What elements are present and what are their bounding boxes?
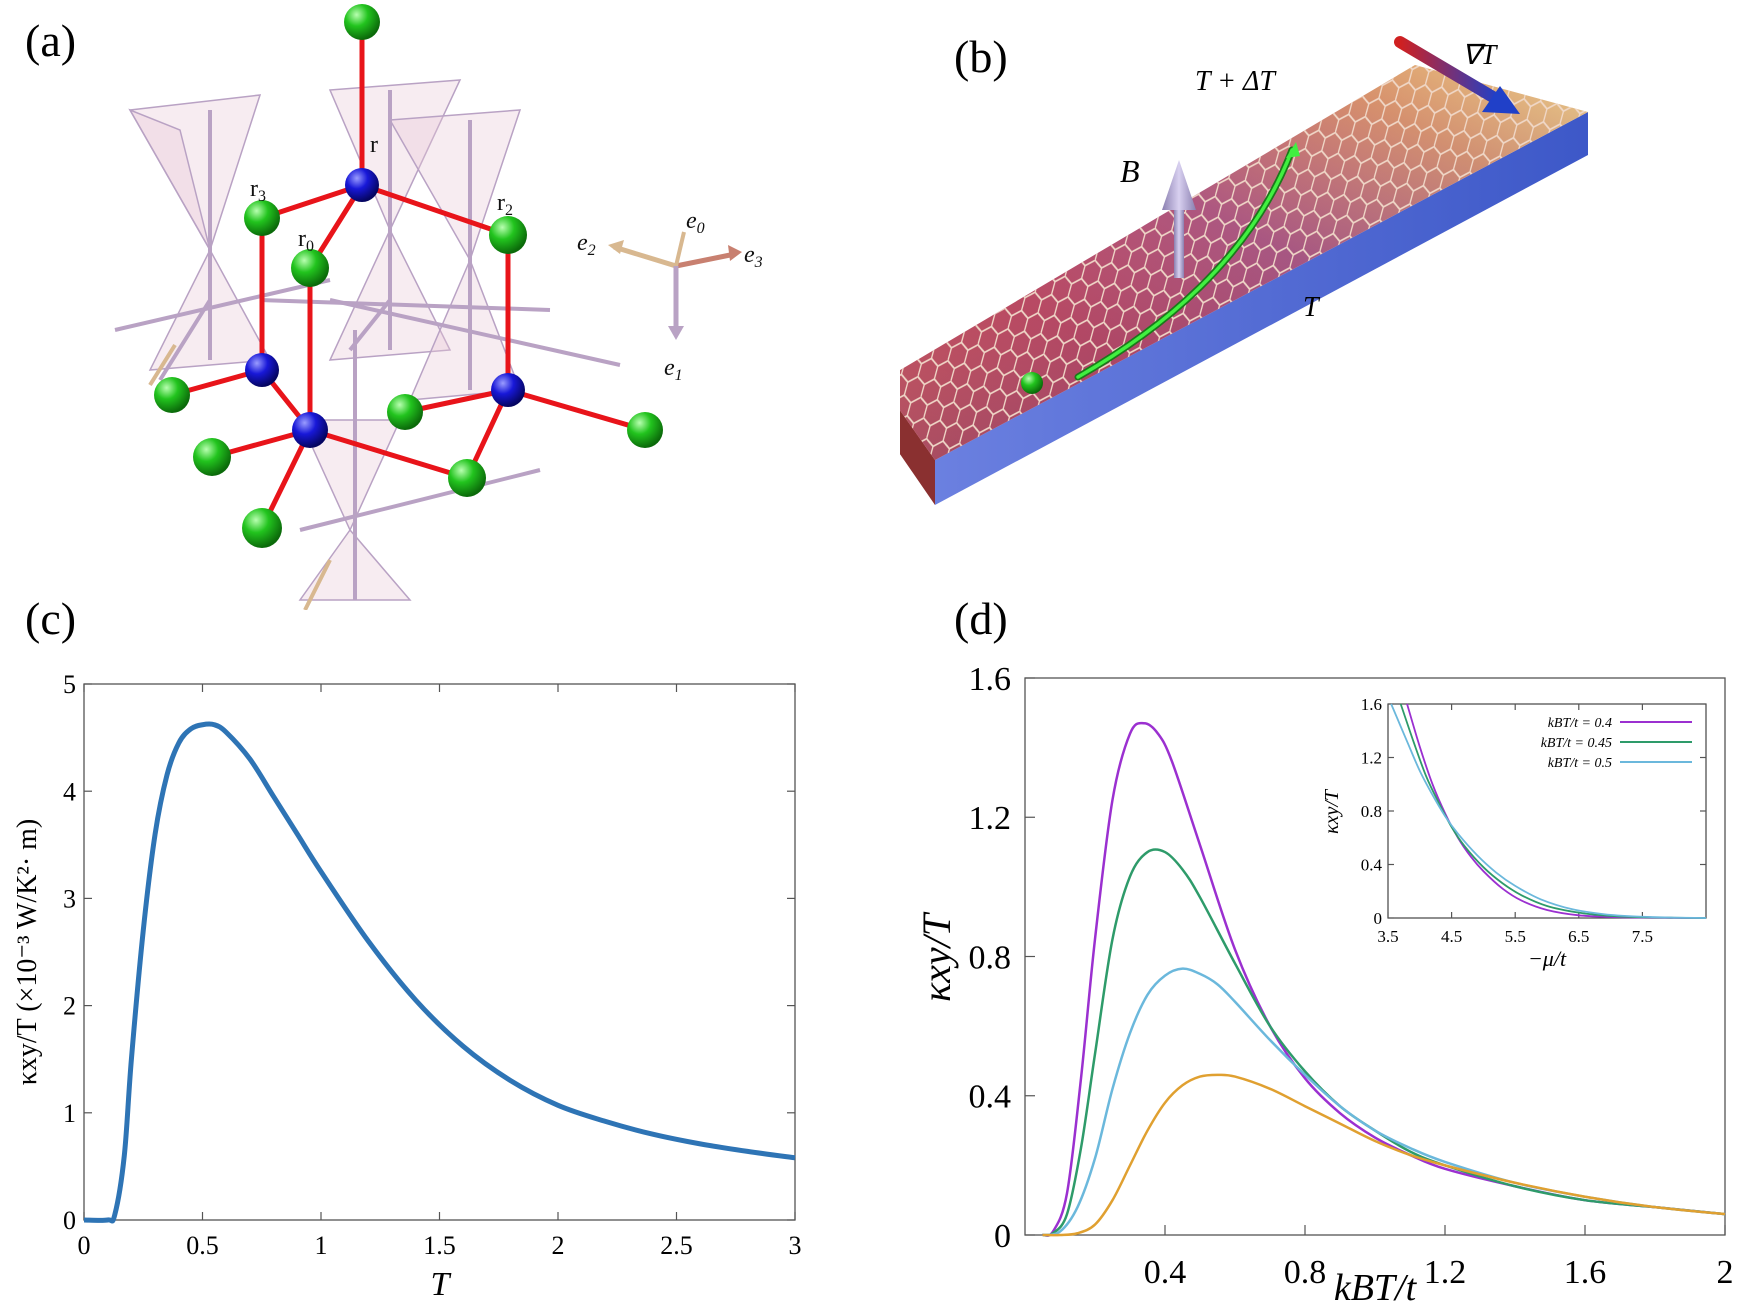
inset-xtick-label: 4.5 [1441,927,1462,946]
blue-site [491,373,525,407]
chart-c-ytick-label: 5 [63,670,76,699]
chart-d-xtick-label: 1.6 [1564,1254,1607,1291]
chart-c-ylabel: κxy/T (×10⁻³ W/K²· m) [12,819,43,1086]
label-T: T [1303,292,1321,323]
chart-c-xtick-label: 1.5 [423,1231,456,1260]
chart-d-ytick-label: 0 [994,1218,1011,1255]
panel-label-b: (b) [954,31,1008,82]
lattice-diagram: r r3 r0 r2 e2 e0 e3 e1 [114,4,763,610]
chart-d-series-purple [1042,721,1726,1237]
blue-site-r [345,168,379,202]
site-label-r2: r2 [497,190,513,219]
label-T-plus-dT: T + ΔT [1195,66,1277,97]
inset-legend-label: kBT/t = 0.4 [1548,716,1612,731]
green-site-r0 [291,249,329,287]
inset-ytick-label: 1.6 [1361,695,1382,714]
chart-d-series-green [1042,848,1726,1237]
inset-xtick-label: 5.5 [1505,927,1526,946]
chart-d: 0.4 0.8 1.2 1.6 2 0 0.4 0.8 1.2 1.6 kBT/t κxy/T 3… [914,661,1734,1309]
green-site-r2 [489,216,527,254]
chart-d-xlabel: kBT/t [1334,1267,1418,1309]
green-sites [154,4,663,548]
slab-front-side [900,410,935,505]
inset-xtick-label: 3.5 [1377,927,1398,946]
chart-d-xtick-label: 2 [1717,1254,1734,1291]
chart-d-series-orange [1042,1073,1726,1237]
inset-ylabel: κxy/T [1321,788,1343,834]
slab-right-side [935,112,1588,505]
chart-d-ylabel: κxy/T [914,911,959,1002]
axes-triad: e2 e0 e3 e1 [577,208,763,384]
green-site [193,438,231,476]
panel-label-c: (c) [25,593,77,644]
inset-ytick-label: 0 [1374,909,1383,928]
chart-c: 0 0.5 1 1.5 2 2.5 3 0 1 2 3 4 5 T κxy/T (×10⁻³ W/K²·… [12,670,802,1303]
chart-d-ytick-label: 0.4 [969,1079,1012,1116]
axis-label-e1: e1 [664,355,683,384]
chart-d-ytick-label: 0.8 [969,939,1012,976]
chart-c-ytick-label: 3 [63,885,76,914]
axis-label-e3: e3 [744,242,763,271]
chart-c-xtick-label: 0 [78,1231,91,1260]
chart-d-series-lightblue [1042,967,1726,1237]
blue-sites [245,168,525,448]
chart-d-xtick-label: 0.4 [1144,1254,1187,1291]
inset-legend-label: kBT/t = 0.5 [1548,756,1612,771]
blue-site [245,353,279,387]
magnetic-field-arrow [1162,160,1196,278]
panel-label-d: (d) [954,593,1008,644]
chart-d-ytick-label: 1.6 [969,661,1012,698]
chart-c-xtick-label: 2 [552,1231,565,1260]
inset-legend-label: kBT/t = 0.45 [1541,736,1612,751]
tetrahedra [128,79,522,601]
blue-site [292,412,328,448]
chart-c-xtick-label: 3 [789,1231,802,1260]
green-site [627,412,663,448]
inset-xlabel: −μ/t [1528,946,1567,971]
axis-label-e2: e2 [577,230,596,259]
green-site [387,394,423,430]
site-label-r0: r0 [298,226,314,255]
chart-d-xtick-label: 0.8 [1284,1254,1327,1291]
particle [1021,372,1043,394]
chart-c-xtick-label: 1 [315,1231,328,1260]
label-gradT: ∇T [1462,40,1499,71]
green-site [242,508,282,548]
inset-xtick-label: 7.5 [1632,927,1653,946]
chart-d-xtick-label: 1.2 [1424,1254,1467,1291]
slab-diagram: T + ΔT B T ∇T [900,36,1588,505]
inset-ytick-label: 0.8 [1361,802,1382,821]
chart-c-ytick-label: 0 [63,1206,76,1235]
inset-ytick-label: 0.4 [1361,855,1383,874]
site-label-r: r [370,132,378,158]
inset-xtick-label: 6.5 [1568,927,1589,946]
green-site [154,377,190,413]
chart-d-ytick-label: 1.2 [969,800,1012,837]
temperature-gradient-arrow [1394,36,1520,114]
chart-c-xtick-label: 2.5 [660,1231,693,1260]
chart-c-ytick-label: 2 [63,992,76,1021]
green-site [344,4,380,40]
axis-label-e0: e0 [686,208,705,237]
green-site [448,459,486,497]
chart-c-series--xy-t [83,721,796,1224]
chart-c-xtick-label: 0.5 [186,1231,219,1260]
label-B: B [1120,153,1140,189]
chart-c-xlabel: T [431,1266,452,1303]
inset-ytick-label: 1.2 [1361,748,1382,767]
inset-series-kbt-t-0-5 [1390,703,1707,919]
chart-c-ytick-label: 1 [63,1099,76,1128]
site-label-r3: r3 [250,176,266,205]
chart-c-ytick-label: 4 [63,777,76,806]
panel-label-a: (a) [25,15,77,66]
green-site-r3 [244,200,280,236]
inset-chart: 3.5 4.5 5.5 6.5 7.5 0 0.4 0.8 1.2 1.6 kBT/t = 0.4… [1321,695,1707,971]
